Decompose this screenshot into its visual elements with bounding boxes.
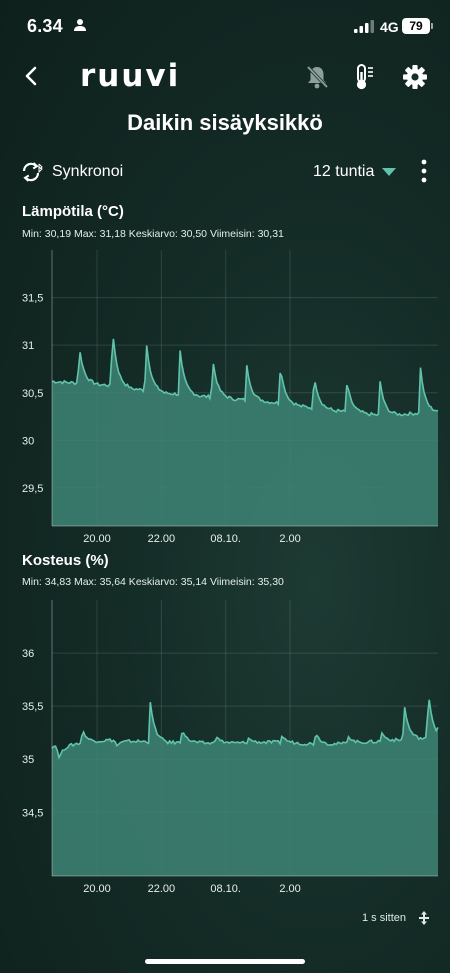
series-area bbox=[52, 338, 438, 526]
sync-bluetooth-icon bbox=[22, 162, 43, 182]
device-title: Daikin sisäyksikkö bbox=[127, 110, 323, 135]
x-tick-label: 20.00 bbox=[83, 883, 111, 895]
series-line bbox=[51, 699, 439, 760]
ruuvi-logo: ruuvi bbox=[80, 58, 181, 94]
back-arrow-icon[interactable] bbox=[20, 64, 44, 88]
x-tick-label: 22.00 bbox=[148, 883, 176, 895]
home-indicator bbox=[145, 959, 305, 964]
toolbar: ruuvi bbox=[0, 54, 450, 98]
temperature-chart[interactable]: 31,5 31 30,5 30 29,5 20.00 22.00 08.10. 2.00 bbox=[0, 240, 450, 550]
bell-off-icon[interactable] bbox=[304, 64, 330, 90]
x-tick-label: 2.00 bbox=[279, 533, 300, 545]
time-range-select[interactable]: 12 tuntia bbox=[313, 160, 397, 184]
humidity-chart-stats: Min: 34,83 Max: 35,64 Keskiarvo: 35,14 V… bbox=[22, 576, 284, 588]
sync-label: Synkronoi bbox=[52, 163, 124, 180]
x-tick-label: 20.00 bbox=[83, 533, 111, 545]
y-tick-label: 31 bbox=[22, 340, 34, 352]
battery-level: 79 bbox=[402, 18, 430, 34]
gear-icon[interactable] bbox=[402, 64, 428, 90]
expand-icon[interactable] bbox=[418, 911, 430, 925]
x-tick-label: 22.00 bbox=[148, 533, 176, 545]
y-tick-label: 30,5 bbox=[22, 388, 43, 400]
y-tick-label: 34,5 bbox=[22, 807, 43, 819]
status-bar: 6.34 4G 79 bbox=[0, 0, 450, 48]
last-update-label: 1 s sitten bbox=[362, 912, 407, 924]
temperature-chart-title: Lämpötila (°C) bbox=[22, 203, 124, 220]
series-line bbox=[51, 338, 439, 417]
y-tick-label: 36 bbox=[22, 648, 34, 660]
time-range-label: 12 tuntia bbox=[313, 163, 375, 180]
series-area bbox=[52, 699, 438, 876]
y-tick-label: 35 bbox=[22, 754, 34, 766]
x-tick-label: 08.10. bbox=[210, 883, 241, 895]
more-vertical-icon[interactable] bbox=[418, 158, 430, 184]
x-tick-label: 08.10. bbox=[210, 533, 241, 545]
caret-down-icon bbox=[382, 168, 397, 176]
humidity-chart-title: Kosteus (%) bbox=[22, 552, 109, 569]
signal-icon bbox=[354, 20, 374, 33]
thermometer-icon[interactable] bbox=[352, 63, 376, 91]
y-tick-label: 30 bbox=[22, 435, 34, 447]
status-time: 6.34 bbox=[27, 16, 63, 36]
sync-button[interactable]: Synkronoi bbox=[20, 160, 123, 184]
y-tick-label: 35,5 bbox=[22, 701, 43, 713]
humidity-chart[interactable]: 36 35,5 35 34,5 20.00 22.00 08.10. 2.00 bbox=[0, 590, 450, 900]
y-tick-label: 29,5 bbox=[22, 483, 43, 495]
person-icon bbox=[74, 19, 86, 31]
battery-tip bbox=[431, 23, 433, 29]
network-label: 4G bbox=[380, 19, 399, 35]
x-tick-label: 2.00 bbox=[279, 883, 300, 895]
temperature-chart-stats: Min: 30,19 Max: 31,18 Keskiarvo: 30,50 V… bbox=[22, 228, 284, 240]
y-tick-label: 31,5 bbox=[22, 293, 43, 305]
